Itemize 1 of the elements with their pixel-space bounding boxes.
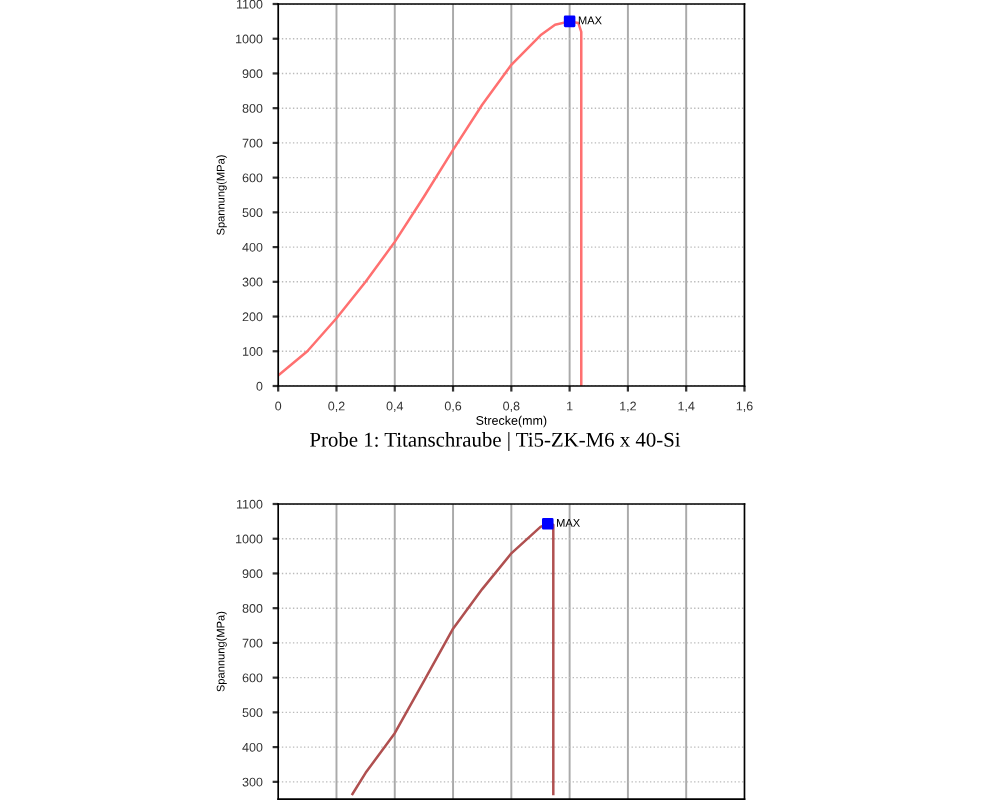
text: Probe 1: Titanschraube | Ti5-ZK-M6 x 40-Si (310, 432, 681, 452)
